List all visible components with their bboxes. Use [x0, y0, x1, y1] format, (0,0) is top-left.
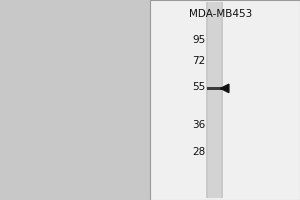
- Text: 55: 55: [192, 82, 206, 92]
- Bar: [206, 2, 223, 198]
- Text: 28: 28: [192, 147, 206, 157]
- Text: MDA-MB453: MDA-MB453: [189, 9, 252, 19]
- Text: 36: 36: [192, 120, 206, 130]
- Bar: [207, 87, 222, 90]
- Text: 72: 72: [192, 56, 206, 66]
- Bar: [150, 0, 300, 200]
- Bar: [208, 2, 221, 198]
- Polygon shape: [220, 84, 229, 93]
- Text: 95: 95: [192, 35, 206, 45]
